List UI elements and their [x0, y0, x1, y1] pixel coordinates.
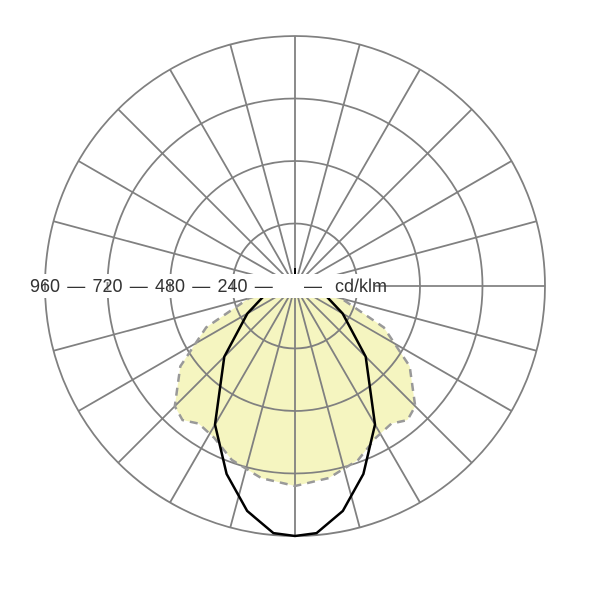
ring-label-720: 720 — [92, 276, 122, 296]
axis-dash: — — [255, 276, 273, 296]
ring-label-240: 240 — [217, 276, 247, 296]
polar-light-distribution-chart: 960 — 720 — 480 — 240 — cd/klm — — [0, 0, 590, 590]
ring-label-960: 960 — [30, 276, 60, 296]
axis-dash: — — [130, 276, 148, 296]
axis-dash: — — [304, 276, 322, 296]
axis-dash: — — [192, 276, 210, 296]
ring-label-480: 480 — [155, 276, 185, 296]
units-label: cd/klm — [335, 276, 387, 296]
axis-dash: — — [67, 276, 85, 296]
